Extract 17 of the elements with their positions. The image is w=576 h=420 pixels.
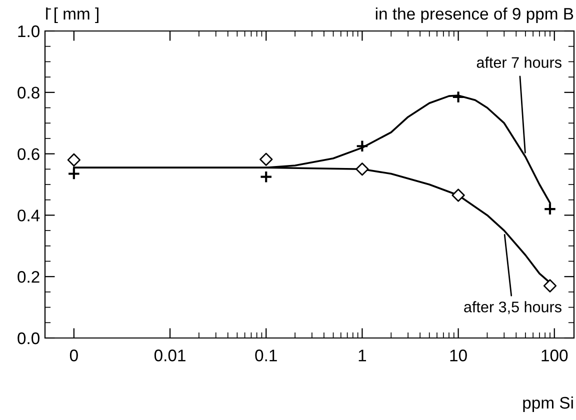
y-tick-label: 0.8 bbox=[18, 86, 40, 99]
x-tick-label: 0 bbox=[70, 350, 78, 362]
legend-label: after 3,5 hours bbox=[464, 301, 562, 314]
y-tick-label: 1.0 bbox=[18, 25, 40, 38]
x-axis-title: ppm Si bbox=[523, 396, 573, 412]
y-axis-title: l̄ [ mm ] bbox=[46, 7, 98, 23]
y-tick-label: 0.4 bbox=[18, 210, 40, 222]
x-tick-label: 10 bbox=[450, 350, 467, 362]
chart-title: in the presence of 9 ppm B bbox=[376, 7, 574, 23]
legend-label: after 7 hours bbox=[476, 56, 562, 68]
x-tick-label: 0.01 bbox=[154, 350, 186, 362]
y-tick-label: 0.6 bbox=[18, 148, 40, 160]
x-tick-label: 100 bbox=[542, 350, 568, 362]
x-tick-label: 0.1 bbox=[255, 350, 277, 362]
y-tick-label: 0.0 bbox=[18, 332, 40, 344]
y-tick-label: 0.2 bbox=[18, 271, 40, 283]
x-tick-label: 1 bbox=[358, 350, 366, 362]
